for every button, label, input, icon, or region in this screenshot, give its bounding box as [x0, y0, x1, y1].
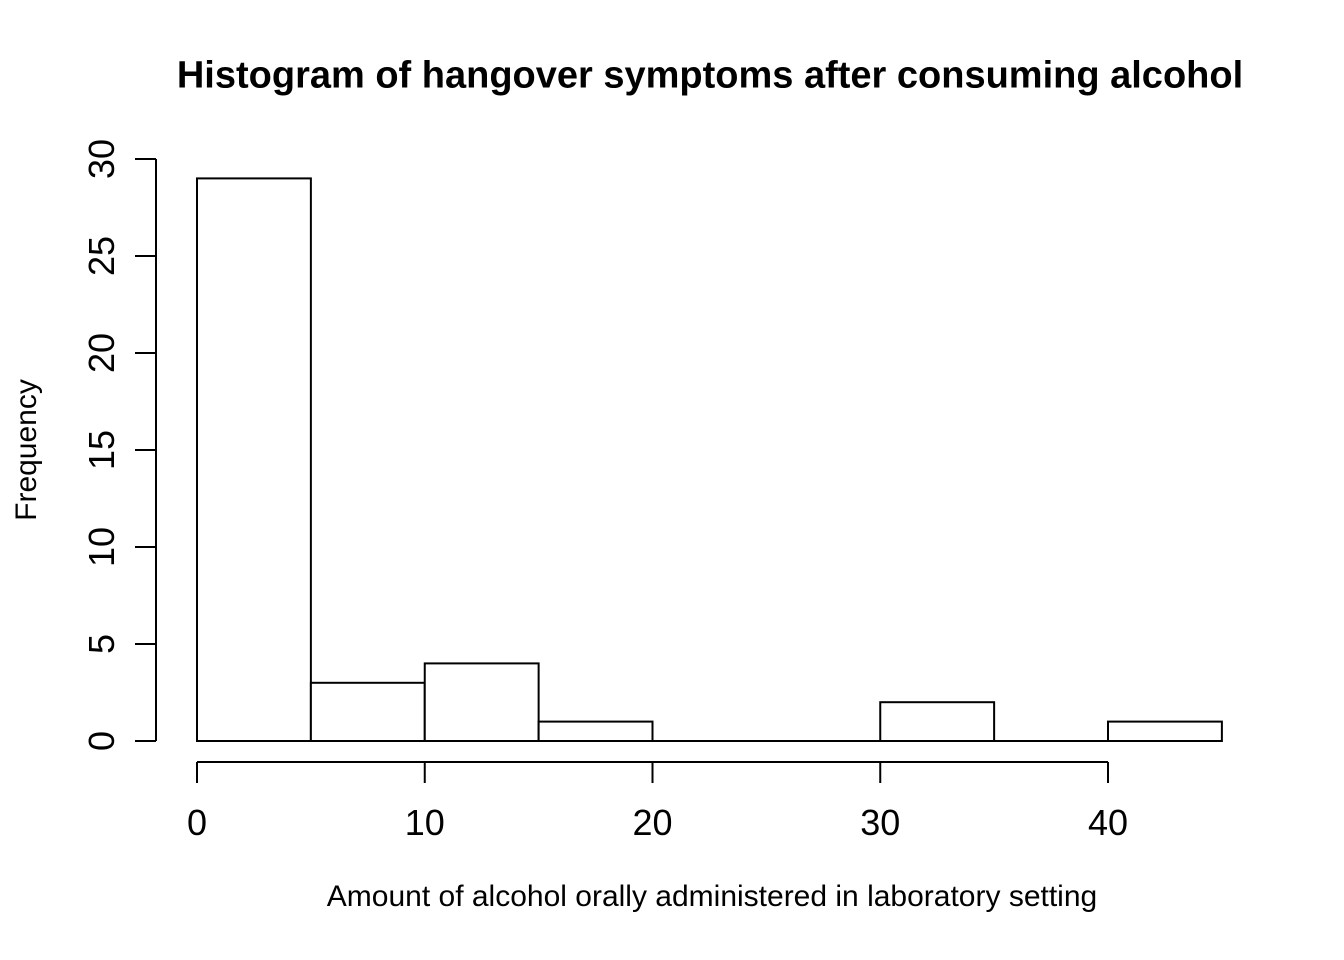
histogram-bar-5-10 [309, 681, 426, 742]
x-tick-label: 30 [860, 802, 900, 843]
histogram-bar-15-20 [537, 720, 654, 742]
histogram-bar-0-5 [196, 177, 312, 742]
y-tick-label: 25 [81, 236, 122, 276]
y-tick-label: 0 [81, 731, 122, 751]
x-tick-label: 10 [405, 802, 445, 843]
x-tick-label: 20 [632, 802, 672, 843]
chart-title: Histogram of hangover symptoms after con… [176, 54, 1244, 97]
histogram-bar-30-35 [879, 701, 996, 743]
x-tick-label: 40 [1088, 802, 1128, 843]
histogram-bar-10-15 [423, 662, 540, 743]
y-tick-label: 30 [81, 139, 122, 179]
y-tick-label: 20 [81, 333, 122, 373]
y-tick-label: 5 [81, 634, 122, 654]
y-tick-label: 10 [81, 527, 122, 567]
y-tick-label: 15 [81, 430, 122, 470]
x-tick-label: 0 [187, 802, 207, 843]
x-axis-label: Amount of alcohol orally administered in… [326, 880, 1098, 913]
histogram-bar-40-45 [1107, 720, 1223, 742]
